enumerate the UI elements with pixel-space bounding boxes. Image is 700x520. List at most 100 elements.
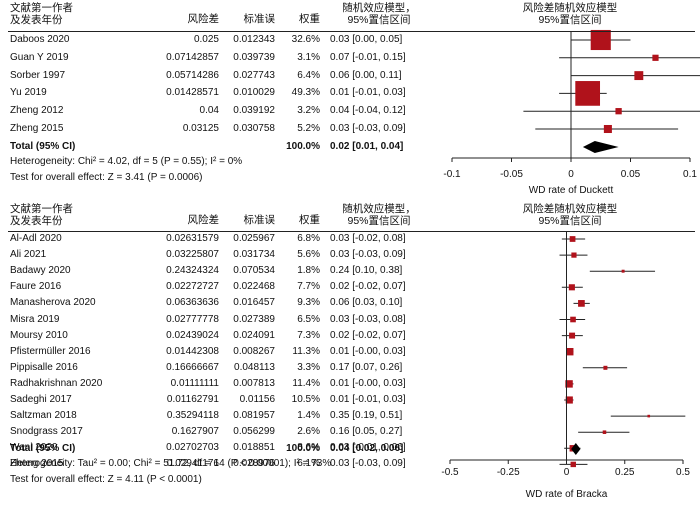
- p1-total-ci: 0.02 [0.01, 0.04]: [330, 141, 404, 152]
- p1-study-marker: [652, 54, 659, 61]
- p2-row-risk-diff: 0.01442308: [166, 345, 219, 357]
- p2-row-risk-diff: 0.24324324: [166, 265, 219, 277]
- p1-row-se: 0.027743: [233, 69, 275, 81]
- p2-row-weight: 7.3%: [297, 329, 320, 341]
- p1-study-marker: [615, 108, 622, 115]
- p2-row-weight: 2.6%: [297, 426, 320, 438]
- p2-weight-header: 权重: [299, 214, 320, 226]
- p2-plot-header: 风险差随机效应模型: [522, 203, 618, 215]
- p2-row-se: 0.007813: [233, 377, 275, 389]
- p2-row-weight: 1.8%: [297, 265, 320, 277]
- p1-x-axis-label: WD rate of Duckett: [529, 185, 614, 196]
- p2-summary-diamond: [571, 443, 581, 455]
- p1-header-rule: [8, 31, 433, 32]
- p2-row-ci: 0.02 [-0.02, 0.07]: [330, 281, 406, 293]
- p2-row-study: Pfistermüller 2016: [10, 345, 91, 357]
- p1-plot-header: 风险差随机效应模型: [522, 2, 618, 14]
- p1-study-marker: [634, 71, 644, 81]
- p2-row-weight: 6.5%: [297, 313, 320, 325]
- p1-ci-header: 95%置信区间: [347, 14, 411, 26]
- p2-x-tick-label: -0.5: [441, 467, 459, 478]
- p2-row-risk-diff: 0.02702703: [166, 442, 219, 454]
- p1-total-weight: 100.0%: [286, 141, 320, 152]
- p2-row-risk-diff: 0.35294118: [166, 410, 219, 422]
- p1-study-header: 文献第一作者: [10, 2, 73, 14]
- p2-overall-effect-text: Test for overall effect: Z = 4.11 (P < 0…: [10, 474, 202, 485]
- p2-study-marker: [602, 430, 607, 434]
- p2-heterogeneity-text: Heterogeneity: Tau² = 0.00; Chi² = 51.72…: [10, 458, 332, 469]
- p2-row-weight: 11.3%: [292, 345, 320, 357]
- p2-row-weight: 6.8%: [297, 233, 320, 244]
- p2-row-se: 0.031734: [233, 249, 275, 261]
- p1-row-risk-diff: 0.01428571: [166, 87, 219, 99]
- p2-row-study: Al-Adl 2020: [10, 233, 62, 244]
- p1-plot-header: 95%置信区间: [538, 14, 602, 26]
- p2-row-se: 0.028976: [233, 458, 275, 470]
- p2-row-ci: 0.03 [-0.03, 0.08]: [330, 313, 406, 325]
- p2-row-weight: 6.1%: [297, 458, 320, 470]
- p2-row-study: Radhakrishnan 2020: [10, 377, 103, 389]
- p2-study-marker: [568, 284, 575, 291]
- p1-ci-header: 随机效应模型，: [342, 2, 416, 14]
- p2-study-marker: [569, 236, 576, 242]
- p2-row-weight: 9.3%: [297, 297, 320, 309]
- p1-row-ci: 0.04 [-0.04, 0.12]: [330, 105, 406, 117]
- p1-row-study: Guan Y 2019: [10, 51, 69, 63]
- p2-ci-header: 95%置信区间: [347, 215, 411, 227]
- p2-row-risk-diff: 0.02941176: [166, 458, 219, 470]
- p2-row-ci: 0.35 [0.19, 0.51]: [330, 410, 403, 422]
- p2-study-marker: [570, 316, 576, 323]
- p1-x-tick-label: 0: [568, 169, 574, 180]
- p1-row-weight: 3.1%: [297, 51, 320, 63]
- p2-study-marker: [571, 252, 577, 258]
- p1-weight-header: 权重: [299, 13, 320, 25]
- p1-row-ci: 0.03 [0.00, 0.05]: [330, 34, 403, 45]
- p2-study-marker: [647, 414, 651, 418]
- p2-row-ci: 0.01 [-0.01, 0.03]: [330, 394, 406, 405]
- p1-row-weight: 3.2%: [297, 105, 320, 117]
- p2-row-weight: 10.5%: [291, 394, 320, 405]
- p1-row-se: 0.012343: [233, 34, 275, 45]
- p1-x-tick-label: -0.1: [443, 169, 461, 180]
- p2-study-marker: [621, 269, 625, 273]
- p2-row-weight: 11.4%: [292, 377, 320, 389]
- p2-x-tick-label: 0.5: [676, 467, 690, 478]
- p1-row-weight: 5.2%: [297, 123, 320, 134]
- p1-study-marker: [575, 81, 601, 106]
- p2-row-study: Faure 2016: [10, 281, 62, 293]
- p2-row-study: Sadeghi 2017: [10, 394, 72, 405]
- p2-row-se: 0.018851: [233, 442, 275, 454]
- p2-row-ci: 0.17 [0.07, 0.26]: [330, 361, 403, 373]
- p1-total-label: Total (95% CI): [10, 141, 76, 152]
- p2-study-marker: [569, 332, 576, 339]
- p2-row-weight: 5.6%: [297, 249, 320, 261]
- p1-x-tick-label: -0.05: [500, 169, 523, 180]
- p1-row-se: 0.039192: [233, 105, 275, 117]
- p2-row-se: 0.008267: [233, 345, 275, 357]
- p2-study-marker: [566, 348, 574, 356]
- p2-row-study: Manasherova 2020: [10, 297, 96, 309]
- p2-row-se: 0.025967: [233, 233, 275, 244]
- p2-row-ci: 0.03 [-0.02, 0.08]: [330, 233, 406, 244]
- p2-row-weight: 8.6%: [297, 442, 320, 454]
- p2-row-se: 0.016457: [233, 297, 275, 309]
- p2-row-risk-diff: 0.06363636: [166, 297, 219, 309]
- p1-row-weight: 6.4%: [297, 69, 320, 81]
- p2-total-label: Total (95% CI): [10, 443, 76, 454]
- p2-row-study: Pippisalle 2016: [10, 361, 78, 373]
- p2-row-ci: 0.01 [-0.00, 0.03]: [330, 345, 406, 357]
- p2-study-marker: [603, 365, 608, 370]
- p2-row-risk-diff: 0.01162791: [166, 394, 219, 405]
- p1-row-study: Daboos 2020: [10, 34, 70, 45]
- p1-row-ci: 0.03 [-0.03, 0.09]: [330, 123, 406, 134]
- p1-row-weight: 49.3%: [291, 87, 320, 99]
- p2-row-weight: 3.3%: [297, 361, 320, 373]
- p2-row-study: Snodgrass 2017: [10, 426, 83, 438]
- p2-row-study: Badawy 2020: [10, 265, 71, 277]
- p1-study-header: 及发表年份: [10, 14, 63, 26]
- p2-x-axis-label: WD rate of Bracka: [526, 489, 608, 500]
- p1-row-risk-diff: 0.03125: [182, 123, 219, 134]
- p2-row-ci: 0.24 [0.10, 0.38]: [330, 265, 403, 277]
- p2-row-risk-diff: 0.02777778: [166, 313, 219, 325]
- p2-row-risk-diff: 0.01111111: [170, 377, 219, 389]
